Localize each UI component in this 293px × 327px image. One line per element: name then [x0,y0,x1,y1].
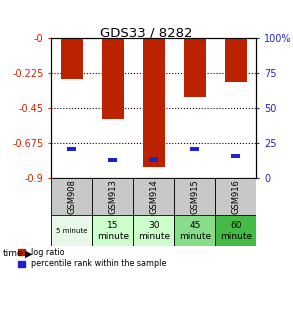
Bar [190,147,199,151]
Bar [92,215,133,247]
Bar [231,154,240,158]
Text: ▶: ▶ [25,249,33,258]
Bar [133,215,174,247]
Bar [60,38,83,79]
Bar [215,215,256,247]
Bar [142,38,165,167]
Text: time: time [3,249,23,258]
Legend: log ratio, percentile rank within the sample: log ratio, percentile rank within the sa… [18,248,167,268]
Text: GSM908: GSM908 [67,179,76,214]
Bar [149,157,158,162]
Bar [133,178,174,215]
Bar [174,178,215,215]
Text: GSM913: GSM913 [108,179,117,214]
Bar [174,215,215,247]
Bar [51,178,92,215]
Text: 60
minute: 60 minute [220,221,252,241]
Text: 5 minute: 5 minute [56,228,88,234]
Bar [51,215,92,247]
Bar [215,178,256,215]
Bar [183,38,206,97]
Text: GDS33 / 8282: GDS33 / 8282 [100,26,193,39]
Text: 15
minute: 15 minute [97,221,129,241]
Text: 45
minute: 45 minute [179,221,211,241]
Text: 30
minute: 30 minute [138,221,170,241]
Bar [225,38,247,82]
Bar [92,178,133,215]
Text: GSM916: GSM916 [231,179,240,214]
Text: GSM914: GSM914 [149,179,158,214]
Bar [67,147,76,151]
Text: GSM915: GSM915 [190,179,199,214]
Bar [108,158,117,162]
Bar [101,38,124,119]
